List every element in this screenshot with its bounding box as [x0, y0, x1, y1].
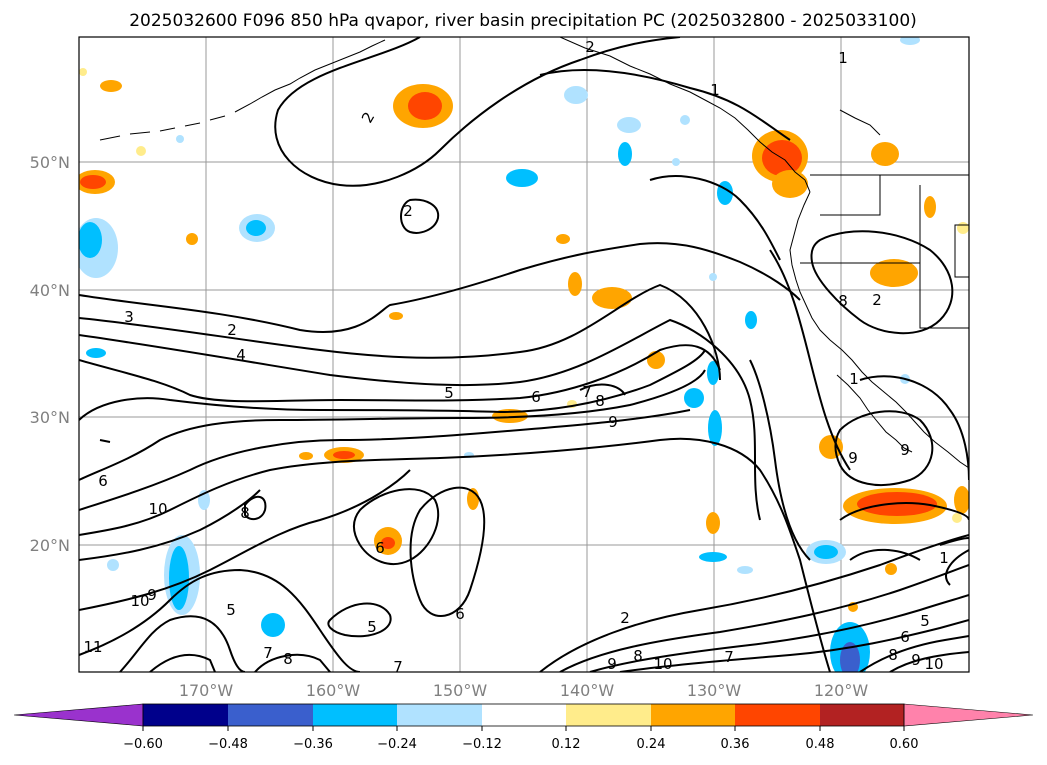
colorbar-swatch [651, 704, 735, 726]
contour-label: 1 [849, 370, 859, 388]
contour-label: 1 [710, 81, 720, 99]
contour-label: 10 [148, 500, 167, 518]
lon-label-130w: 130°W [687, 681, 742, 700]
contour-label: 2 [620, 609, 630, 627]
colorbar-swatch [566, 704, 651, 726]
contour-label: 10 [653, 655, 672, 673]
colorbar-swatch [397, 704, 482, 726]
contour-label: 9 [848, 449, 858, 467]
longitude-labels: 170°W 160°W 150°W 140°W 130°W 120°W [179, 681, 869, 700]
colorbar-swatch [143, 704, 228, 726]
contour-label: 6 [531, 388, 541, 406]
map-frame [78, 36, 970, 673]
contour-label: 4 [236, 346, 246, 364]
contour-label: 11 [83, 638, 102, 656]
contour-label: 6 [98, 472, 108, 490]
shaded-anomalies [79, 37, 969, 672]
colorbar-tick-label: 0.36 [721, 737, 750, 752]
lon-label-160w: 160°W [306, 681, 361, 700]
contour-label: 5 [920, 612, 930, 630]
contour-label: 1 [939, 549, 949, 567]
colorbar-tick-label: 0.12 [552, 737, 581, 752]
lon-label-120w: 120°W [814, 681, 869, 700]
colorbar-swatch [735, 704, 820, 726]
contour-label: 3 [124, 308, 134, 326]
colorbar-swatch [313, 704, 397, 726]
lat-label-30n: 30°N [30, 408, 70, 427]
contour-label: 6 [375, 539, 385, 557]
contour-label: 9 [900, 441, 910, 459]
contour-label: 9 [147, 586, 157, 604]
colorbar-tick-label: −0.48 [208, 737, 248, 752]
contour-label: 7 [582, 383, 592, 401]
contour-label: 7 [393, 658, 403, 676]
contour-label: 8 [633, 647, 643, 665]
lat-label-50n: 50°N [30, 153, 70, 172]
contour-label: 7 [263, 644, 273, 662]
colorbar-tick-label: −0.36 [293, 737, 333, 752]
colorbar-swatch [228, 704, 313, 726]
contour-label: 2 [585, 38, 595, 56]
map-title: 2025032600 F096 850 hPa qvapor, river ba… [129, 11, 917, 31]
contour-label: 8 [838, 292, 848, 310]
lat-label-20n: 20°N [30, 536, 70, 555]
contour-label: 10 [924, 655, 943, 673]
contour-label: 5 [226, 601, 236, 619]
colorbar-tick-label: −0.12 [462, 737, 502, 752]
contour-label: 6 [900, 628, 910, 646]
contour-label: 8 [240, 504, 250, 522]
colorbar: −0.60 −0.48 −0.36 −0.24 −0.12 0.12 0.24 … [13, 703, 1034, 752]
contour-label: 9 [608, 413, 618, 431]
lon-label-150w: 150°W [433, 681, 488, 700]
contour-label: 2 [227, 321, 237, 339]
contour-label: 2 [872, 291, 882, 309]
coastlines [99, 37, 969, 469]
colorbar-tick-label: 0.24 [637, 737, 666, 752]
colorbar-extend-left [13, 703, 144, 727]
lat-label-40n: 40°N [30, 281, 70, 300]
contour-label: 8 [888, 646, 898, 664]
colorbar-swatch [820, 704, 904, 726]
colorbar-extend-right [903, 703, 1034, 727]
colorbar-tick-label: −0.60 [123, 737, 163, 752]
colorbar-tick-label: 0.48 [806, 737, 835, 752]
contour-label: 7 [724, 648, 734, 666]
contour-label: 1 [838, 49, 848, 67]
contour-label: 8 [283, 650, 293, 668]
latitude-labels: 50°N 40°N 30°N 20°N [30, 153, 70, 555]
contour-label: 5 [444, 384, 454, 402]
contour-labels: 2 2 2 1 3 2 4 5 6 7 8 9 10 8 6 5 6 7 8 9… [83, 38, 949, 676]
contour-label: 9 [911, 651, 921, 669]
contour-label: 9 [607, 655, 617, 673]
lon-label-170w: 170°W [179, 681, 234, 700]
map-area [79, 37, 969, 672]
contour-label: 2 [403, 202, 413, 220]
colorbar-swatch [482, 704, 566, 726]
colorbar-tick-label: 0.60 [890, 737, 919, 752]
contour-label: 10 [130, 592, 149, 610]
qvapor-contours [79, 37, 969, 672]
contour-label: 6 [455, 605, 465, 623]
contour-label: 5 [367, 618, 377, 636]
contour-label: 8 [595, 392, 605, 410]
lon-label-140w: 140°W [560, 681, 615, 700]
colorbar-tick-label: −0.24 [377, 737, 417, 752]
